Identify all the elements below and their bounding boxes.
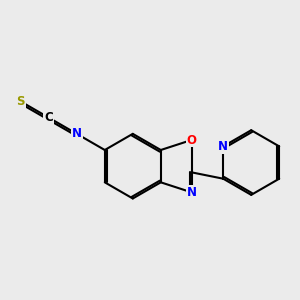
Text: N: N [218,140,228,153]
Text: N: N [72,127,82,140]
Text: N: N [187,186,196,199]
Text: C: C [44,111,53,124]
Text: O: O [187,134,196,146]
Text: S: S [16,95,25,108]
